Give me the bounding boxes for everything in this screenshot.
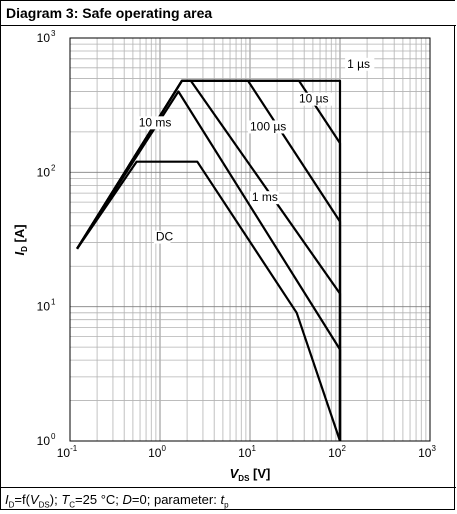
x-axis-sub: DS xyxy=(238,474,250,483)
x-tick-label: 101 xyxy=(238,444,256,460)
series-line xyxy=(76,79,342,441)
x-axis-label: VDS [V] xyxy=(230,466,271,483)
annotation-bg xyxy=(153,230,171,244)
x-tick-label: 100 xyxy=(148,444,166,460)
diagram-footer: ID=f(VDS); TC=25 °C; D=0; parameter: tp xyxy=(1,487,456,511)
series-group xyxy=(76,79,342,442)
footer-id-sub: D xyxy=(8,500,15,510)
plot-border xyxy=(69,37,431,442)
plot-area xyxy=(69,37,431,442)
diagram-header: Diagram 3: Safe operating area xyxy=(1,1,456,26)
curve-label: 10 ms xyxy=(139,115,172,129)
curve-label: DC xyxy=(156,230,174,244)
diagram-title: Diagram 3: Safe operating area xyxy=(6,5,213,21)
annotation-bg xyxy=(136,116,173,130)
y-axis-symbol: I xyxy=(12,252,27,256)
y-tick-label: 10 xyxy=(37,165,51,179)
y-tick-label: 10 xyxy=(37,300,51,314)
footer-temp: =25 °C; xyxy=(75,492,123,507)
y-tick-exponent: 3 xyxy=(51,29,56,38)
annotations: 1 µs 10 µs 100 µs 1 ms 10 ms DC xyxy=(136,57,375,244)
footer-eq: =f( xyxy=(14,492,30,507)
series-line xyxy=(76,160,342,442)
curve-label: 100 µs xyxy=(250,119,286,133)
footer-d-symbol: D xyxy=(122,492,132,507)
y-axis-label: ID [A] xyxy=(12,224,29,255)
x-axis-symbol: V xyxy=(230,466,240,481)
x-tick-label: 102 xyxy=(328,444,346,460)
x-axis-unit: [V] xyxy=(249,466,270,481)
y-tick-label: 10 xyxy=(37,31,51,45)
annotation-bg xyxy=(248,120,290,134)
curve-label: 10 µs xyxy=(299,92,329,106)
curve-label: 1 ms xyxy=(252,190,278,204)
footer-d-val: =0; parameter: xyxy=(131,492,221,507)
footer-t-symbol: T xyxy=(61,492,70,507)
y-tick-exponent: 1 xyxy=(51,298,56,307)
x-tick-label: 10-1 xyxy=(57,444,78,460)
y-tick-exponent: 0 xyxy=(51,432,56,441)
annotation-bg xyxy=(249,191,280,205)
footer-tp-sub: p xyxy=(224,500,229,510)
footer-v-symbol: V xyxy=(29,492,39,507)
footer-mid: ); xyxy=(49,492,62,507)
annotation-bg xyxy=(296,92,333,106)
curve-label: 1 µs xyxy=(347,57,370,71)
series-line xyxy=(76,79,342,441)
footer-caption: ID=f(VDS); TC=25 °C; D=0; parameter: tp xyxy=(5,492,229,510)
footer-id-symbol: I xyxy=(5,492,9,507)
x-tick-label: 103 xyxy=(418,444,436,460)
grid xyxy=(70,38,430,441)
footer-tp-symbol: t xyxy=(220,492,225,507)
series-line xyxy=(76,79,342,441)
footer-t-sub: C xyxy=(69,500,76,510)
y-tick-exponent: 2 xyxy=(51,163,56,172)
y-axis-sub: D xyxy=(20,246,29,252)
footer-v-sub: DS xyxy=(38,500,50,510)
annotation-bg xyxy=(345,57,375,71)
y-tick-label: 10 xyxy=(37,434,51,448)
y-axis-unit: [A] xyxy=(12,224,27,246)
series-line xyxy=(76,90,342,441)
series-line xyxy=(76,79,342,441)
